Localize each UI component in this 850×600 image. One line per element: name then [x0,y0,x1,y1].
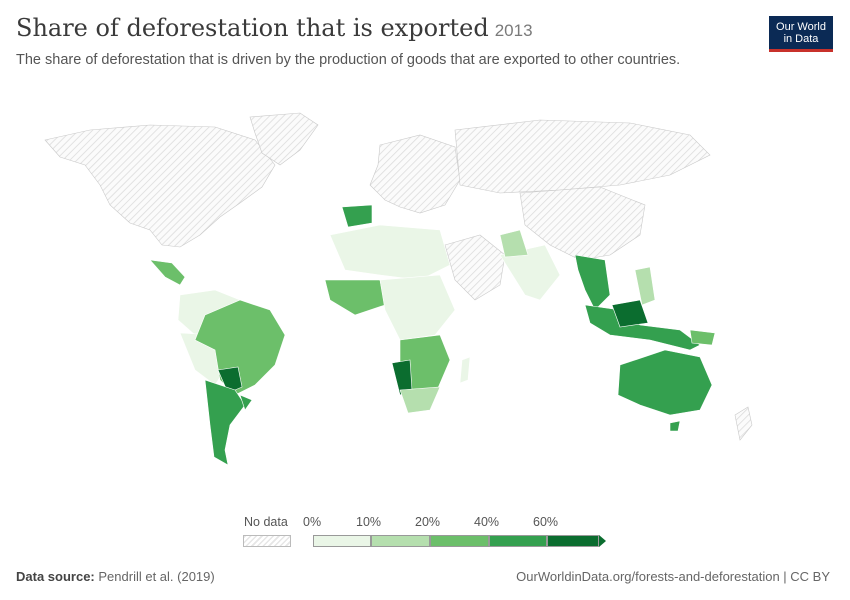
region-greenland[interactable] [249,112,319,166]
chart-title-text: Share of deforestation that is exported [16,14,489,42]
world-map [44,112,753,466]
region-west-africa[interactable] [324,279,386,316]
region-india[interactable] [499,244,561,301]
region-central-africa[interactable] [379,274,456,341]
legend-tick-40: 40% [474,515,500,529]
region-south-africa[interactable] [399,386,441,414]
legend-no-data-swatch[interactable] [243,535,291,547]
region-brazil[interactable] [194,299,286,396]
footer-source-link[interactable]: Pendrill et al. (2019) [98,569,215,584]
legend-swatch-10-20[interactable] [371,535,430,547]
legend-swatch-0-10[interactable] [313,535,371,547]
region-central-america[interactable] [149,259,186,286]
region-australia[interactable] [617,349,713,416]
region-argentina[interactable] [204,379,246,466]
legend-tick-0: 0% [303,515,322,529]
region-paraguay[interactable] [217,366,243,394]
footer-url[interactable]: OurWorldinData.org/forests-and-deforesta… [516,569,830,584]
legend-arrow-icon [599,535,606,547]
legend: No data 0% 10% 20% 40% 60% [243,515,623,555]
legend-tick-20: 20% [415,515,441,529]
region-new-zealand[interactable] [734,406,753,441]
region-pakistan[interactable] [499,229,529,258]
region-spain[interactable] [341,204,373,228]
footer-source: Data source: Pendrill et al. (2019) [16,569,215,584]
region-madagascar[interactable] [459,356,471,384]
legend-tick-60: 60% [533,515,559,529]
region-north-america[interactable] [44,124,276,248]
region-tasmania[interactable] [669,420,681,432]
footer-source-label: Data source: [16,569,95,584]
legend-tick-10: 10% [356,515,382,529]
region-philippines[interactable] [634,266,656,306]
logo-line-2: in Data [783,33,819,45]
region-europe[interactable] [369,134,461,214]
legend-swatch-60-plus[interactable] [547,535,599,547]
legend-swatch-20-40[interactable] [430,535,489,547]
region-uruguay[interactable] [239,394,253,411]
logo-line-1: Our World [776,21,826,33]
legend-swatch-40-60[interactable] [489,535,547,547]
region-borneo[interactable] [611,299,649,328]
region-southeast-asia[interactable] [574,254,611,311]
region-north-africa[interactable] [329,224,451,281]
chart-title: Share of deforestation that is exported 2… [16,14,533,42]
chart-subtitle: The share of deforestation that is drive… [16,52,681,68]
owid-logo[interactable]: Our World in Data [769,16,833,52]
region-papua-new-guinea[interactable] [689,329,716,346]
legend-no-data-label: No data [244,515,288,529]
region-middle-east[interactable] [444,234,506,301]
region-russia[interactable] [454,119,711,194]
region-china[interactable] [519,186,646,261]
chart-year: 2013 [494,21,533,40]
